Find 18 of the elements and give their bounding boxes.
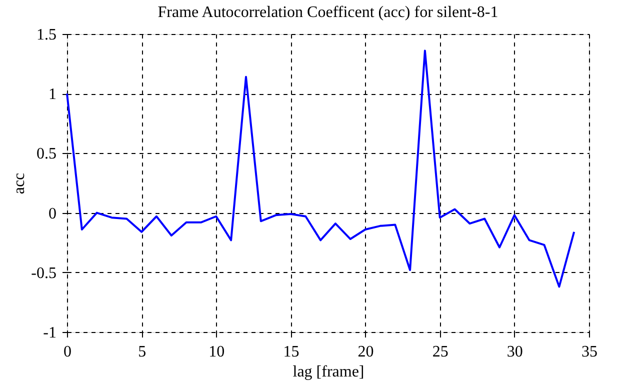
y-tick-label: 1 xyxy=(48,86,56,104)
line-series xyxy=(66,50,576,288)
x-tick-label: 20 xyxy=(358,344,374,360)
x-tick-label: 25 xyxy=(432,344,448,360)
y-tick-label: 0 xyxy=(48,205,56,222)
x-tick-label: 10 xyxy=(208,344,225,360)
x-tick-label: 0 xyxy=(64,344,72,360)
x-tick-label: 15 xyxy=(283,344,300,360)
x-tick-label: 35 xyxy=(582,344,598,360)
y-tick-label: -0.5 xyxy=(31,264,56,282)
y-axis-title: acc xyxy=(11,172,28,194)
x-tick-label: 5 xyxy=(138,344,146,360)
y-tick-label: 1.5 xyxy=(36,26,56,44)
chart-title: Frame Autocorrelation Coefficent (acc) for silent-8-1 xyxy=(158,4,498,21)
y-tick-label: 0.5 xyxy=(36,146,56,163)
y-tick-label: -1 xyxy=(43,324,56,342)
x-tick-label: 30 xyxy=(506,344,523,360)
x-axis-title: lag [frame] xyxy=(292,364,364,380)
